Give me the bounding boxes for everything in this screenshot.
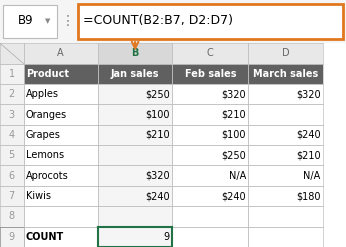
Text: $210: $210 (145, 130, 170, 140)
Bar (98, 186, 172, 206)
Bar (98, 165, 172, 186)
Text: =COUNT(B2:B7, D2:D7): =COUNT(B2:B7, D2:D7) (83, 14, 233, 27)
Bar (248, 64, 323, 84)
Bar (0, 186, 24, 206)
Bar (98, 125, 172, 145)
Bar (172, 165, 248, 186)
Bar (98, 64, 172, 84)
Bar (248, 84, 323, 104)
Bar (24, 104, 98, 125)
Text: $320: $320 (145, 171, 170, 181)
Text: March sales: March sales (253, 69, 318, 79)
Bar (0, 165, 24, 186)
Text: Oranges: Oranges (26, 110, 67, 120)
FancyBboxPatch shape (78, 4, 343, 39)
Text: $100: $100 (221, 130, 246, 140)
Text: ⋮: ⋮ (61, 14, 74, 28)
Bar (24, 84, 98, 104)
Bar (248, 186, 323, 206)
Bar (0, 227, 24, 247)
Text: 3: 3 (9, 110, 15, 120)
Text: B: B (131, 48, 139, 58)
Text: $240: $240 (145, 191, 170, 201)
Text: Jan sales: Jan sales (111, 69, 160, 79)
Bar (248, 104, 323, 125)
Text: $250: $250 (145, 89, 170, 99)
Bar (24, 43, 98, 64)
Bar (24, 165, 98, 186)
Bar (98, 84, 172, 104)
Bar (172, 43, 248, 64)
Text: Aprocots: Aprocots (26, 171, 69, 181)
Bar (98, 145, 172, 165)
Bar (98, 43, 172, 64)
Bar (24, 227, 98, 247)
Text: 9: 9 (164, 232, 170, 242)
Bar (24, 145, 98, 165)
Bar (98, 227, 172, 247)
Bar (24, 64, 98, 84)
Bar (248, 125, 323, 145)
Bar (0, 104, 24, 125)
Text: Feb sales: Feb sales (185, 69, 236, 79)
Bar (248, 43, 323, 64)
Bar (172, 227, 248, 247)
Text: Lemons: Lemons (26, 150, 64, 160)
Bar (248, 165, 323, 186)
Bar (98, 104, 172, 125)
Bar (98, 206, 172, 227)
FancyBboxPatch shape (3, 5, 57, 38)
Text: 4: 4 (9, 130, 15, 140)
Bar (24, 125, 98, 145)
Text: $210: $210 (221, 110, 246, 120)
Bar (0, 125, 24, 145)
Bar (172, 145, 248, 165)
Text: $320: $320 (221, 89, 246, 99)
Bar (0, 206, 24, 227)
Text: $210: $210 (296, 150, 320, 160)
Bar (24, 206, 98, 227)
Bar (0, 145, 24, 165)
Text: N/A: N/A (303, 171, 320, 181)
Bar (172, 186, 248, 206)
Bar (0, 43, 24, 64)
Text: 8: 8 (9, 211, 15, 221)
Bar (172, 206, 248, 227)
Text: 7: 7 (9, 191, 15, 201)
Bar (248, 206, 323, 227)
Text: $320: $320 (296, 89, 320, 99)
Text: $180: $180 (296, 191, 320, 201)
Text: N/A: N/A (229, 171, 246, 181)
Text: 9: 9 (9, 232, 15, 242)
Bar (172, 84, 248, 104)
Text: $100: $100 (145, 110, 170, 120)
Text: ▼: ▼ (45, 19, 50, 25)
Text: Kiwis: Kiwis (26, 191, 51, 201)
Text: Grapes: Grapes (26, 130, 61, 140)
Text: Apples: Apples (26, 89, 59, 99)
Text: Product: Product (26, 69, 69, 79)
Text: $240: $240 (221, 191, 246, 201)
Bar (0, 84, 24, 104)
Text: 5: 5 (9, 150, 15, 160)
Bar (172, 64, 248, 84)
Text: 1: 1 (9, 69, 15, 79)
Text: COUNT: COUNT (26, 232, 64, 242)
Text: A: A (57, 48, 64, 58)
Bar (24, 186, 98, 206)
Bar (0, 64, 24, 84)
Text: 2: 2 (9, 89, 15, 99)
Bar (248, 227, 323, 247)
Bar (248, 145, 323, 165)
Bar (172, 104, 248, 125)
Text: C: C (207, 48, 214, 58)
Bar (172, 125, 248, 145)
Text: $240: $240 (296, 130, 320, 140)
Text: D: D (282, 48, 290, 58)
Text: 6: 6 (9, 171, 15, 181)
Text: B9: B9 (18, 14, 34, 27)
Text: $250: $250 (221, 150, 246, 160)
